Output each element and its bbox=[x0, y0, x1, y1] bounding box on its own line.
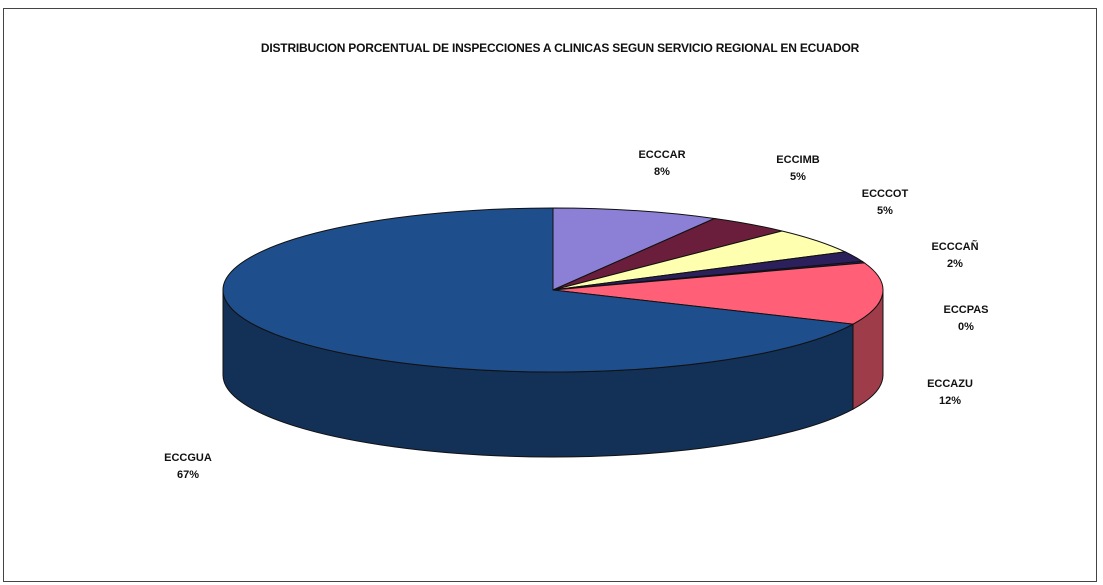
slice-pct-ecccot: 5% bbox=[877, 205, 893, 217]
slice-label-eccpas: ECCPAS bbox=[943, 304, 988, 316]
slice-pct-eccazu: 12% bbox=[939, 395, 961, 407]
chart-title: DISTRIBUCION PORCENTUAL DE INSPECCIONES … bbox=[261, 41, 860, 55]
slice-pct-ecccañ: 2% bbox=[947, 258, 963, 270]
slice-label-eccgua: ECCGUA bbox=[164, 452, 212, 464]
slice-label-ecccar: ECCCAR bbox=[638, 149, 685, 161]
slice-pct-eccimb: 5% bbox=[790, 171, 806, 183]
slice-labels: ECCCAR 8% ECCIMB 5% ECCCOT 5% ECCCAÑ 2% ECCPAS 0%… bbox=[164, 149, 988, 481]
slice-label-eccimb: ECCIMB bbox=[776, 154, 819, 166]
slice-label-eccazu: ECCAZU bbox=[927, 378, 973, 390]
pie-slices bbox=[222, 207, 884, 458]
slice-label-ecccañ: ECCCAÑ bbox=[931, 240, 978, 253]
slice-pct-eccgua: 67% bbox=[177, 469, 199, 481]
pie-slice-eccazu bbox=[552, 262, 884, 325]
slice-label-ecccot: ECCCOT bbox=[862, 188, 909, 200]
pie-slice-eccgua bbox=[222, 207, 855, 373]
pie-slice-ecccar bbox=[552, 207, 717, 291]
slice-pct-ecccar: 8% bbox=[654, 166, 670, 178]
slice-pct-eccpas: 0% bbox=[958, 321, 974, 333]
